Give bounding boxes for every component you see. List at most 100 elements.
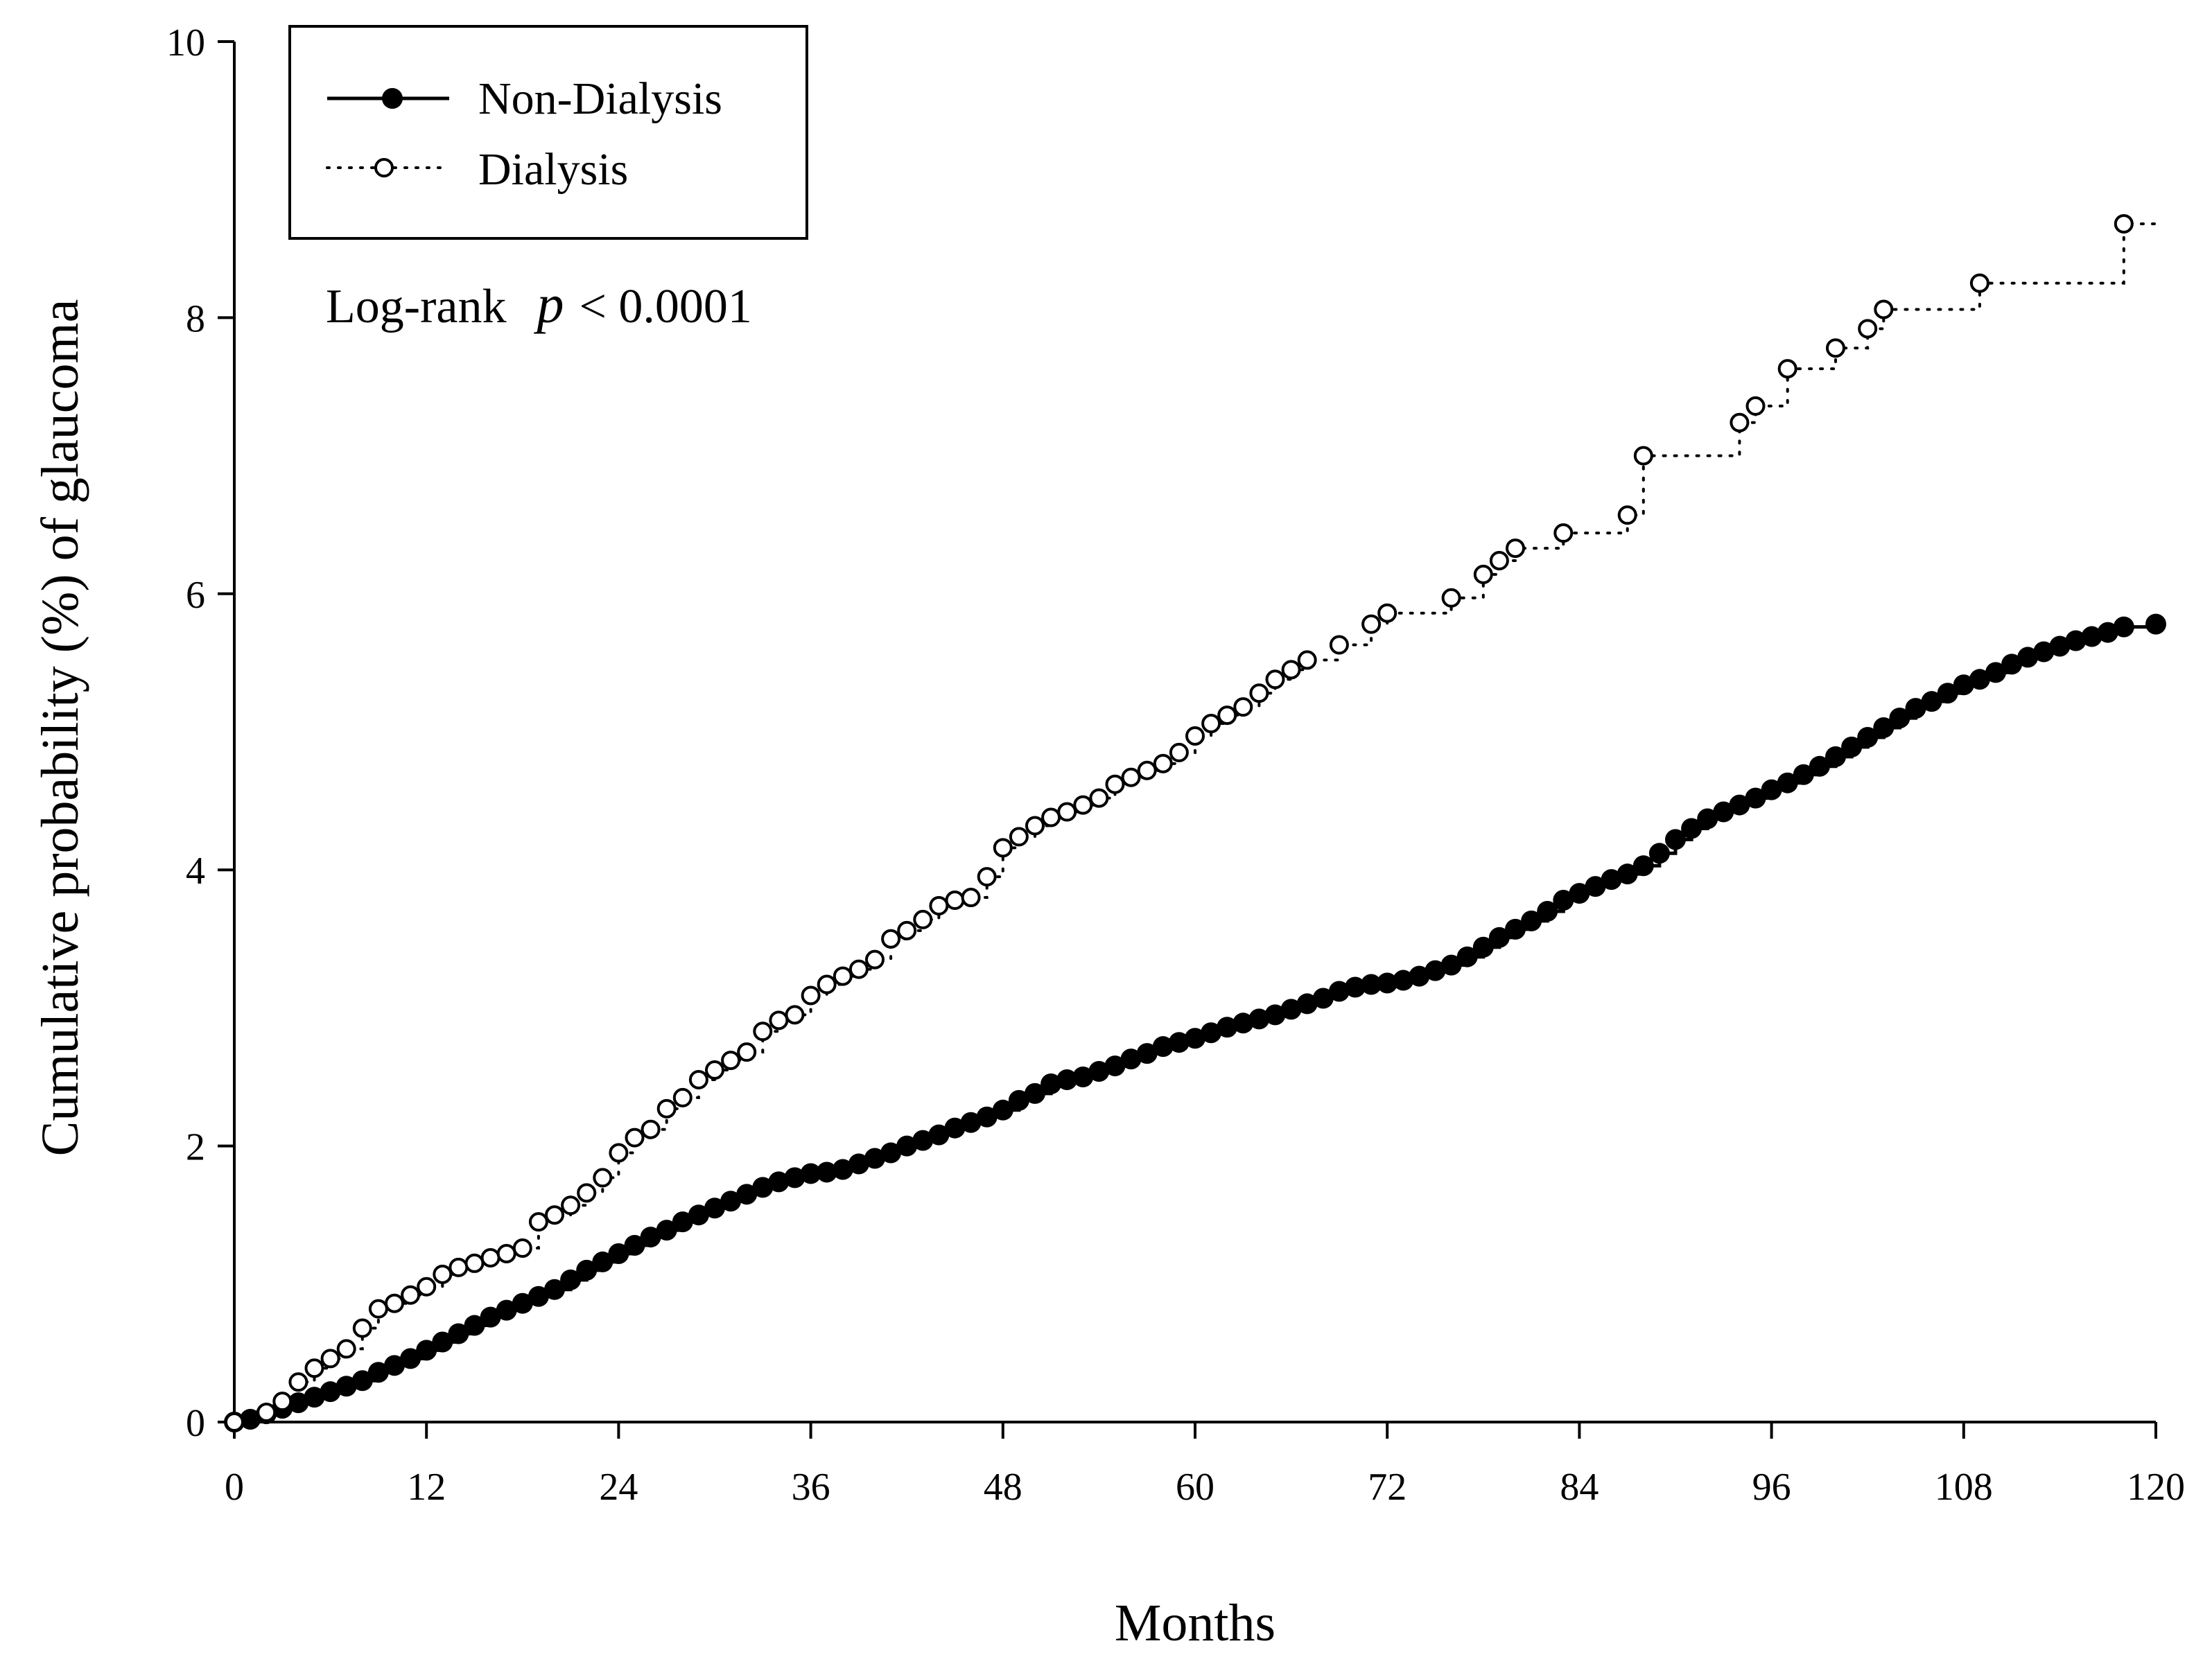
series-layer <box>224 213 2166 1432</box>
point-non-dialysis <box>384 1355 405 1376</box>
point-dialysis <box>1281 660 1301 680</box>
x-tick-label: 72 <box>1368 1466 1407 1509</box>
point-dialysis <box>1858 319 1878 339</box>
point-non-dialysis <box>2097 622 2118 643</box>
point-dialysis <box>1233 697 1253 717</box>
point-dialysis <box>945 891 965 911</box>
x-tick-label: 108 <box>1935 1466 1993 1509</box>
point-non-dialysis <box>1521 910 1542 931</box>
point-dialysis <box>1777 359 1797 379</box>
point-dialysis <box>737 1042 757 1062</box>
point-dialysis <box>304 1358 324 1378</box>
point-dialysis <box>1489 550 1509 570</box>
point-non-dialysis <box>720 1191 742 1212</box>
point-dialysis <box>705 1060 724 1080</box>
point-non-dialysis <box>1857 726 1879 748</box>
point-non-dialysis <box>1553 890 1574 911</box>
point-non-dialysis <box>480 1306 501 1328</box>
point-dialysis <box>656 1098 677 1119</box>
point-dialysis <box>1297 650 1317 670</box>
point-non-dialysis <box>2113 616 2134 638</box>
point-dialysis <box>721 1051 741 1071</box>
point-dialysis <box>1201 714 1221 734</box>
point-dialysis <box>801 985 821 1006</box>
point-non-dialysis <box>1937 683 1958 704</box>
point-non-dialysis <box>912 1130 934 1151</box>
point-non-dialysis <box>1809 755 1830 777</box>
point-dialysis <box>1121 767 1141 787</box>
point-non-dialysis <box>336 1376 357 1397</box>
point-dialysis <box>977 867 997 887</box>
point-dialysis <box>1633 446 1653 466</box>
point-dialysis <box>1969 273 1989 293</box>
logrank-annotation: Log-rank p < 0.0001 <box>326 274 752 334</box>
point-non-dialysis <box>1953 674 1974 696</box>
point-non-dialysis <box>2017 647 2039 668</box>
point-non-dialysis <box>1217 1017 1238 1038</box>
point-dialysis <box>272 1392 293 1412</box>
point-non-dialysis <box>1921 691 1942 712</box>
logrank-p-value: < 0.0001 <box>579 280 751 333</box>
point-non-dialysis <box>1569 883 1590 904</box>
point-non-dialysis <box>1745 787 1766 809</box>
point-dialysis <box>593 1168 613 1188</box>
point-dialysis <box>1265 669 1285 690</box>
point-non-dialysis <box>1025 1082 1045 1104</box>
series-non-dialysis <box>224 613 2166 1432</box>
point-non-dialysis <box>816 1161 837 1183</box>
point-dialysis <box>1249 683 1269 703</box>
point-non-dialysis <box>1345 976 1366 998</box>
point-non-dialysis <box>1328 981 1350 1002</box>
x-tick-label: 60 <box>1176 1466 1214 1509</box>
legend-box <box>288 25 808 240</box>
point-non-dialysis <box>1777 772 1798 793</box>
logrank-p-symbol: p <box>533 274 564 334</box>
point-non-dialysis <box>1040 1073 1062 1094</box>
point-non-dialysis <box>448 1323 469 1344</box>
point-non-dialysis <box>1969 669 1990 690</box>
point-dialysis <box>913 909 933 929</box>
point-dialysis <box>1617 505 1637 525</box>
point-dialysis <box>1217 705 1237 726</box>
x-tick-label: 0 <box>225 1466 244 1509</box>
point-dialysis <box>336 1339 356 1359</box>
point-non-dialysis <box>624 1235 645 1256</box>
x-tick-label: 36 <box>792 1466 830 1509</box>
point-dialysis <box>1041 807 1061 827</box>
point-non-dialysis <box>736 1184 758 1205</box>
point-dialysis <box>464 1253 485 1273</box>
point-dialysis <box>512 1238 532 1259</box>
point-non-dialysis <box>432 1331 453 1353</box>
point-dialysis <box>385 1293 404 1313</box>
point-dialysis <box>1441 588 1461 608</box>
point-non-dialysis <box>1088 1061 1110 1082</box>
logrank-prefix: Log-rank <box>326 280 506 333</box>
point-non-dialysis <box>416 1340 437 1361</box>
point-non-dialysis <box>1425 960 1446 981</box>
point-dialysis <box>1025 816 1045 836</box>
point-dialysis <box>320 1349 340 1369</box>
point-non-dialysis <box>288 1392 309 1414</box>
point-non-dialysis <box>1729 794 1750 816</box>
point-non-dialysis <box>1201 1022 1222 1044</box>
point-non-dialysis <box>1713 801 1734 823</box>
point-dialysis <box>1329 635 1349 655</box>
point-non-dialysis <box>1873 717 1895 739</box>
point-dialysis <box>561 1195 581 1216</box>
point-dialysis <box>1730 412 1750 432</box>
point-non-dialysis <box>800 1163 821 1184</box>
point-non-dialysis <box>1889 708 1910 729</box>
point-non-dialysis <box>1377 972 1398 994</box>
point-dialysis <box>785 1005 805 1025</box>
point-non-dialysis <box>1665 829 1686 850</box>
point-non-dialysis <box>576 1259 598 1281</box>
point-dialysis <box>225 1412 244 1432</box>
point-non-dialysis <box>784 1167 805 1189</box>
point-dialysis <box>1745 396 1766 416</box>
point-non-dialysis <box>928 1124 950 1146</box>
point-non-dialysis <box>1793 764 1814 785</box>
point-dialysis <box>417 1277 437 1297</box>
point-non-dialysis <box>992 1099 1013 1121</box>
